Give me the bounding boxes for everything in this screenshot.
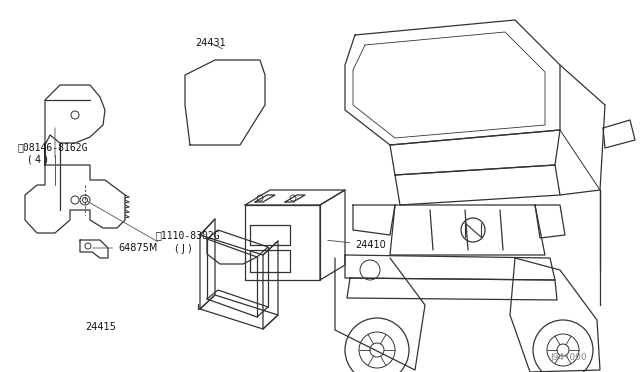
Text: 64875M: 64875M: [93, 243, 157, 253]
Text: ⑂1110-8302G: ⑂1110-8302G: [155, 230, 220, 240]
Text: 24415: 24415: [85, 322, 116, 332]
Text: Ⓝ08146-8162G: Ⓝ08146-8162G: [18, 142, 88, 152]
Text: ( 4 ): ( 4 ): [28, 155, 48, 165]
Text: 24410: 24410: [328, 240, 386, 250]
Text: J94•000: J94•000: [550, 353, 587, 362]
Text: 24431: 24431: [195, 38, 226, 49]
Text: ( J ): ( J ): [175, 244, 192, 254]
